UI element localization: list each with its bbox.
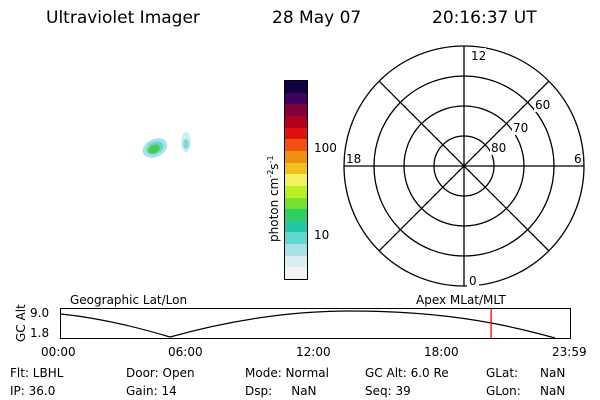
info-glat-label: GLat: [486,366,519,380]
polar-label-left: 18 [346,152,361,166]
colorbar-segment [285,92,307,105]
colorbar-segment [285,116,307,128]
timeline-y-label: GC Alt [14,304,28,342]
colorbar-label: photon cm-2s-1 [266,155,281,242]
polar-label-top: 12 [471,49,486,63]
colorbar-segment [285,174,307,186]
colorbar [284,80,308,280]
info-gain: Gain: 14 [126,384,177,398]
colorbar-segment [285,139,307,151]
timeline-left-label: Geographic Lat/Lon [70,293,188,307]
colorbar-segment [285,220,307,233]
info-col-gvalues: NaN NaN [540,364,565,400]
polar-label-bottom: 0 [469,274,477,288]
colorbar-segment [285,104,307,117]
timeline-x-tick-4: 23:59 [552,345,587,359]
polar-ring-label-80: 80 [491,141,506,155]
info-col-door: Door: Open Gain: 14 [126,364,195,400]
timeline-x-tick-3: 18:00 [424,345,459,359]
colorbar-segment [285,150,307,163]
info-mode: Mode: Normal [245,366,329,380]
info-flight: Flt: LBHL [10,366,64,380]
colorbar-segment [285,127,307,140]
info-glon-label: GLon: [486,384,521,398]
polar-ring-label-70: 70 [513,121,528,135]
timeline-frame [60,308,571,339]
timeline-y-tick-max: 9.0 [30,306,50,320]
info-door: Door: Open [126,366,195,380]
colorbar-segment [285,81,307,93]
colorbar-tick-10: 10 [314,228,330,242]
timeline-y-tick-min: 1.8 [30,326,50,340]
instrument-title: Ultraviolet Imager [46,8,200,28]
timeline-plot [60,308,571,339]
polar-ring-label-60: 60 [535,98,550,112]
aurora-image [142,132,191,158]
colorbar-segment [285,197,307,210]
colorbar-segment [285,244,307,256]
info-gc-alt: GC Alt: 6.0 Re [365,366,449,380]
info-ip: IP: 36.0 [10,384,56,398]
observation-date: 28 May 07 [272,8,362,28]
colorbar-segment [285,162,307,175]
info-dsp: Dsp: NaN [245,384,317,398]
polar-diagonal-2 [378,80,550,252]
timeline-right-label: Apex MLat/MLT [416,293,506,307]
aurora-blob-small-core [183,139,189,149]
info-col-mode: Mode: Normal Dsp: NaN [245,364,329,400]
colorbar-tick-100: 100 [314,141,337,155]
colorbar-segment [285,232,307,245]
observation-time: 20:16:37 UT [432,8,537,28]
timeline-x-tick-1: 06:00 [168,345,203,359]
info-col-alt: GC Alt: 6.0 Re Seq: 39 [365,364,449,400]
colorbar-segment [285,267,307,279]
colorbar-segment [285,185,307,198]
info-col-glabels: GLat: GLon: [486,364,521,400]
info-glon-value: NaN [540,384,566,398]
timeline-x-tick-2: 12:00 [296,345,331,359]
polar-plot: 12 0 18 6 60 70 80 [343,45,585,288]
polar-label-right: 6 [574,152,582,166]
aurora-blob-core [148,144,160,154]
info-seq: Seq: 39 [365,384,411,398]
timeline-altitude-curve [60,310,556,339]
info-col-flight: Flt: LBHL IP: 36.0 [10,364,63,400]
colorbar-segment [285,209,307,221]
colorbar-segment [285,255,307,268]
info-glat-value: NaN [540,366,566,380]
timeline-x-tick-0: 00:00 [41,345,76,359]
